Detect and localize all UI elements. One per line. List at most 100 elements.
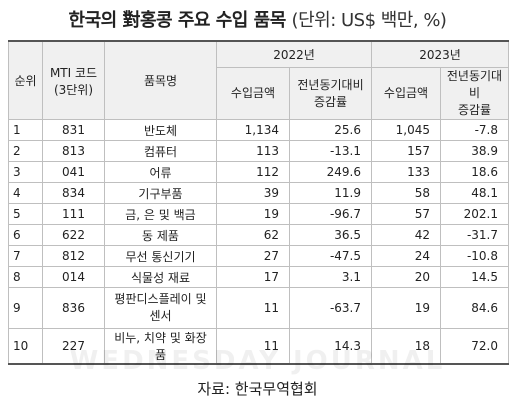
cell-item: 비누, 치약 및 화장품 xyxy=(104,328,217,365)
cell-change-2023: 202.1 xyxy=(440,203,509,225)
header-import-amount-2023: 수입금액 xyxy=(371,67,441,120)
cell-code: 014 xyxy=(42,266,105,288)
cell-code: 813 xyxy=(42,140,105,162)
cell-rank: 8 xyxy=(8,266,43,288)
table-row: 1 831 반도체 1,134 25.6 1,045 -7.8 xyxy=(8,119,509,141)
cell-change-2022: -13.1 xyxy=(289,140,372,162)
cell-change-2023: 18.6 xyxy=(440,161,509,183)
table-row: 5 111 금, 은 및 백금 19 -96.7 57 202.1 xyxy=(8,203,509,225)
cell-rank: 7 xyxy=(8,245,43,267)
watermark-text: WEDNESDAY JOURNAL xyxy=(69,346,446,376)
cell-change-2023: -10.8 xyxy=(440,245,509,267)
header-year-2023: 2023년 xyxy=(371,40,509,68)
cell-amount-2022: 11 xyxy=(216,287,290,329)
table-row: 6 622 동 제품 62 36.5 42 -31.7 xyxy=(8,224,509,246)
cell-amount-2023: 58 xyxy=(371,182,441,204)
cell-amount-2022: 19 xyxy=(216,203,290,225)
table-row: 9 836 평판디스플레이 및 센서 11 -63.7 19 84.6 xyxy=(8,287,509,329)
header-mti-line1: MTI 코드 xyxy=(49,65,98,80)
cell-rank: 5 xyxy=(8,203,43,225)
table-row: 2 813 컴퓨터 113 -13.1 157 38.9 xyxy=(8,140,509,162)
cell-rank: 4 xyxy=(8,182,43,204)
table-row: 7 812 무선 통신기기 27 -47.5 24 -10.8 xyxy=(8,245,509,267)
cell-amount-2023: 42 xyxy=(371,224,441,246)
header-yoy-line1: 전년동기대비 xyxy=(446,69,503,100)
cell-rank: 10 xyxy=(8,328,43,365)
cell-change-2023: -31.7 xyxy=(440,224,509,246)
header-mti-line2: (3단위) xyxy=(53,82,94,97)
cell-amount-2023: 157 xyxy=(371,140,441,162)
cell-item-line2: 센서 xyxy=(149,309,172,323)
header-year-2022: 2022년 xyxy=(216,40,372,68)
header-row-2: 수입금액 전년동기대비 증감률 수입금액 전년동기대비 증감률 xyxy=(9,67,509,120)
cell-rank: 2 xyxy=(8,140,43,162)
cell-change-2022: -47.5 xyxy=(289,245,372,267)
title-text: 한국의 對홍콩 주요 수입 품목 xyxy=(68,10,287,31)
cell-change-2022: 25.6 xyxy=(289,119,372,141)
cell-amount-2022: 11 xyxy=(216,328,290,365)
cell-code: 227 xyxy=(42,328,105,365)
table-row: 10 227 비누, 치약 및 화장품 11 14.3 18 72.0 xyxy=(8,328,509,365)
cell-amount-2023: 133 xyxy=(371,161,441,183)
cell-item: 어류 xyxy=(104,161,217,183)
cell-amount-2023: 57 xyxy=(371,203,441,225)
cell-change-2022: 36.5 xyxy=(289,224,372,246)
cell-code: 622 xyxy=(42,224,105,246)
table-row: 4 834 기구부품 39 11.9 58 48.1 xyxy=(8,182,509,204)
cell-rank: 6 xyxy=(8,224,43,246)
cell-item: 반도체 xyxy=(104,119,217,141)
cell-amount-2023: 24 xyxy=(371,245,441,267)
cell-code: 834 xyxy=(42,182,105,204)
cell-rank: 9 xyxy=(8,287,43,329)
cell-change-2023: 72.0 xyxy=(440,328,509,365)
cell-item: 동 제품 xyxy=(104,224,217,246)
header-row-1: 순위 MTI 코드 (3단위) 품목명 2022년 2023년 xyxy=(8,40,509,120)
cell-amount-2023: 19 xyxy=(371,287,441,329)
header-item: 품목명 xyxy=(104,40,217,120)
header-yoy-line1: 전년동기대비 xyxy=(297,77,364,92)
cell-item: 금, 은 및 백금 xyxy=(104,203,217,225)
header-yoy-line2: 증감률 xyxy=(457,103,492,117)
cell-change-2023: 38.9 xyxy=(440,140,509,162)
cell-rank: 1 xyxy=(8,119,43,141)
cell-amount-2023: 1,045 xyxy=(371,119,441,141)
cell-change-2022: 249.6 xyxy=(289,161,372,183)
header-yoy-2023: 전년동기대비 증감률 xyxy=(440,67,509,120)
cell-code: 111 xyxy=(42,203,105,225)
cell-amount-2022: 27 xyxy=(216,245,290,267)
header-yoy-line2: 증감률 xyxy=(313,94,348,109)
cell-amount-2023: 18 xyxy=(371,328,441,365)
cell-change-2022: 11.9 xyxy=(289,182,372,204)
cell-change-2022: -63.7 xyxy=(289,287,372,329)
cell-amount-2023: 20 xyxy=(371,266,441,288)
cell-change-2023: -7.8 xyxy=(440,119,509,141)
cell-item: 식물성 재료 xyxy=(104,266,217,288)
header-import-amount-2022: 수입금액 xyxy=(216,67,290,120)
cell-code: 831 xyxy=(42,119,105,141)
cell-item: 무선 통신기기 xyxy=(104,245,217,267)
source-note: 자료: 한국무역협회 xyxy=(197,380,318,398)
cell-rank: 3 xyxy=(8,161,43,183)
cell-change-2022: 3.1 xyxy=(289,266,372,288)
cell-code: 041 xyxy=(42,161,105,183)
cell-amount-2022: 17 xyxy=(216,266,290,288)
cell-amount-2022: 1,134 xyxy=(216,119,290,141)
cell-item: 평판디스플레이 및 센서 xyxy=(104,287,217,329)
cell-item: 기구부품 xyxy=(104,182,217,204)
cell-item-line1: 평판디스플레이 및 xyxy=(114,292,207,306)
page-title: 한국의 對홍콩 주요 수입 품목 (단위: US$ 백만, %) xyxy=(0,6,515,32)
cell-change-2023: 48.1 xyxy=(440,182,509,204)
cell-amount-2022: 112 xyxy=(216,161,290,183)
import-items-table: 순위 MTI 코드 (3단위) 품목명 2022년 2023년 수입금액 전년동… xyxy=(8,40,509,365)
cell-code: 812 xyxy=(42,245,105,267)
cell-amount-2022: 113 xyxy=(216,140,290,162)
table-row: 3 041 어류 112 249.6 133 18.6 xyxy=(8,161,509,183)
header-yoy-2022: 전년동기대비 증감률 xyxy=(289,67,372,120)
cell-change-2022: -96.7 xyxy=(289,203,372,225)
table-row: 8 014 식물성 재료 17 3.1 20 14.5 xyxy=(8,266,509,288)
header-mti-code: MTI 코드 (3단위) xyxy=(42,40,105,120)
cell-code: 836 xyxy=(42,287,105,329)
cell-change-2023: 84.6 xyxy=(440,287,509,329)
cell-amount-2022: 39 xyxy=(216,182,290,204)
cell-amount-2022: 62 xyxy=(216,224,290,246)
